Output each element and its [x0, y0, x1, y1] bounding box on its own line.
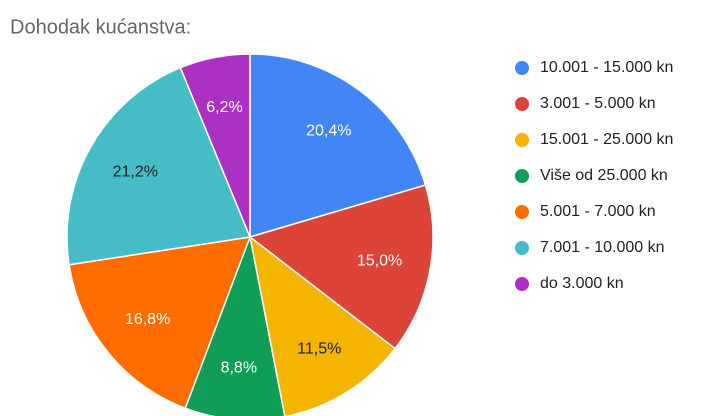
legend-label: 5.001 - 7.000 kn	[540, 203, 656, 220]
legend-label: 7.001 - 10.000 kn	[540, 239, 665, 256]
legend-swatch	[515, 205, 529, 219]
legend-swatch	[515, 169, 529, 183]
pie-slice	[66, 66, 252, 266]
pie-slice	[248, 184, 434, 350]
legend-label: 10.001 - 15.000 kn	[540, 59, 673, 76]
pie-slice	[248, 235, 397, 416]
chart-title: Dohodak kućanstva:	[10, 16, 191, 38]
pie-slice	[68, 236, 252, 410]
legend-label: do 3.000 kn	[540, 275, 624, 292]
slice-label: 15,0%	[357, 252, 402, 269]
legend-label: 15.001 - 25.000 kn	[540, 131, 673, 148]
legend-label: Više od 25.000 kn	[540, 167, 668, 184]
slice-label: 16,8%	[125, 311, 170, 328]
slice-label: 20,4%	[306, 123, 351, 140]
slice-label: 21,2%	[113, 163, 158, 180]
legend-label: 3.001 - 5.000 kn	[540, 95, 656, 112]
slice-label: 6,2%	[206, 99, 242, 116]
legend-swatch	[515, 241, 529, 255]
legend-swatch	[515, 133, 529, 147]
slice-label: 8,8%	[221, 360, 257, 377]
legend-swatch	[515, 277, 529, 291]
pie-slice	[249, 53, 427, 239]
pie-slice	[184, 234, 286, 416]
slice-label: 11,5%	[297, 340, 341, 357]
legend-swatch	[515, 97, 529, 111]
pie-slice	[179, 53, 251, 238]
legend-swatch	[515, 61, 529, 75]
